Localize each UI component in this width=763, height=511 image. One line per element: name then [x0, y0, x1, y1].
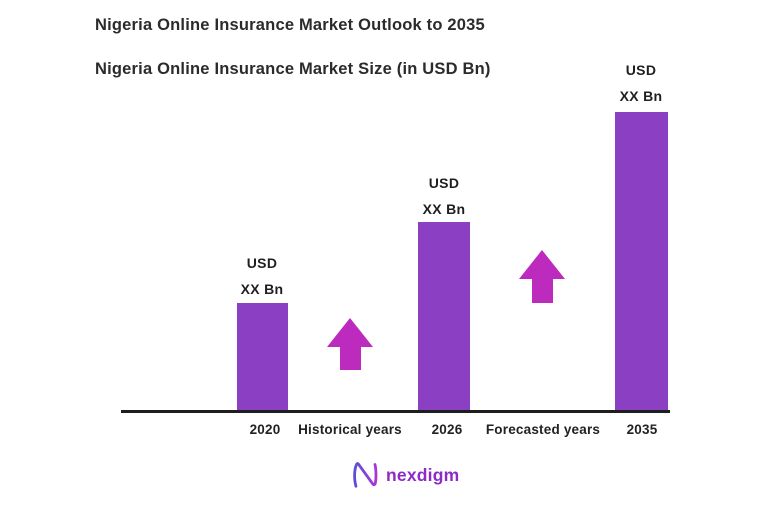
- value-currency: USD: [428, 175, 460, 191]
- bar-2026: [418, 222, 470, 411]
- bar-value-label-2020: USD XX Bn: [202, 250, 322, 302]
- value-amount: XX Bn: [240, 281, 284, 297]
- growth-arrow-historical-icon: [327, 318, 373, 370]
- x-axis-line: [121, 410, 670, 413]
- x-label-historical-years: Historical years: [298, 422, 402, 437]
- x-tick-2020: 2020: [249, 422, 281, 437]
- nexdigm-logo: nexdigm: [352, 460, 459, 490]
- value-amount: XX Bn: [422, 201, 466, 217]
- bar-value-label-2026: USD XX Bn: [384, 170, 504, 222]
- chart-title: Nigeria Online Insurance Market Outlook …: [95, 16, 485, 34]
- nexdigm-icon: [353, 462, 378, 488]
- value-amount: XX Bn: [619, 88, 663, 104]
- x-tick-2035: 2035: [626, 422, 658, 437]
- x-tick-2026: 2026: [431, 422, 463, 437]
- chart-subtitle: Nigeria Online Insurance Market Size (in…: [95, 60, 491, 78]
- x-label-forecasted-years: Forecasted years: [485, 422, 601, 437]
- value-currency: USD: [625, 62, 657, 78]
- bar-value-label-2035: USD XX Bn: [581, 57, 701, 109]
- value-currency: USD: [246, 255, 278, 271]
- bar-2035: [615, 112, 668, 411]
- growth-arrow-forecast-icon: [519, 250, 565, 303]
- nexdigm-wordmark: nexdigm: [386, 464, 460, 485]
- bar-2020: [237, 303, 288, 411]
